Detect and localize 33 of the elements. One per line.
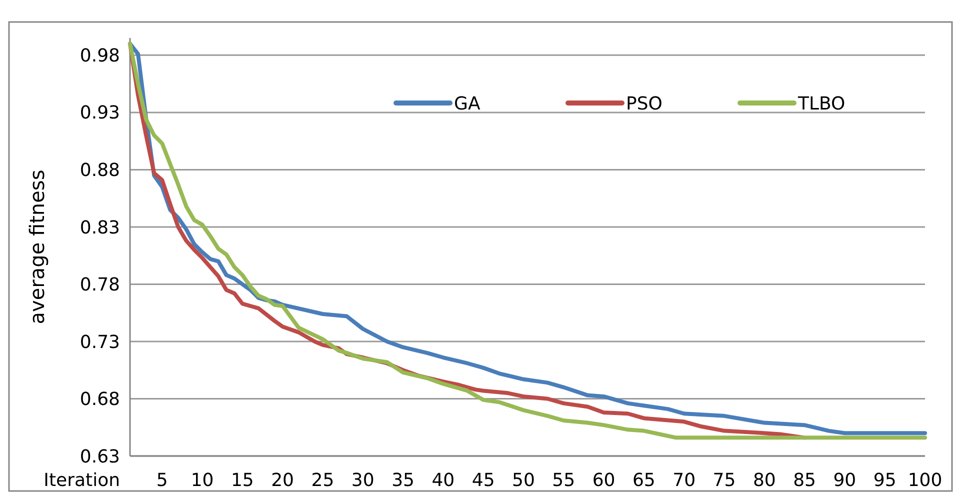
- x-tick-label: 10: [190, 470, 214, 491]
- y-tick-label: 0.93: [80, 102, 120, 124]
- x-tick-label: 65: [632, 470, 656, 491]
- y-axis-title: average fitness: [25, 170, 49, 324]
- y-tick-label: 0.98: [80, 45, 120, 66]
- y-tick-label: 0.68: [80, 389, 120, 410]
- x-tick-label: 5: [156, 470, 168, 491]
- legend-label: GA: [454, 93, 481, 114]
- x-tick-label: 90: [833, 470, 856, 491]
- legend-label: TLBO: [797, 93, 846, 114]
- x-tick-label: 55: [552, 470, 576, 491]
- x-tick-label: 15: [230, 470, 254, 491]
- x-tick-label: 50: [512, 470, 535, 491]
- y-tick-label: 0.78: [80, 274, 120, 296]
- y-tick-label: 0.73: [80, 332, 120, 353]
- x-tick-label: 75: [712, 470, 736, 491]
- x-tick-label: 25: [311, 470, 334, 491]
- x-tick-label: 40: [432, 470, 455, 491]
- y-tick-label: 0.83: [80, 217, 120, 238]
- x-tick-label: 60: [592, 470, 616, 491]
- legend-label: PSO: [626, 93, 662, 114]
- x-tick-label: 95: [873, 470, 896, 491]
- y-tick-label: 0.63: [80, 446, 120, 468]
- x-tick-label: 100: [908, 470, 942, 491]
- x-tick-label: 45: [472, 470, 495, 491]
- x-tick-label: 70: [672, 470, 696, 491]
- x-axis-title: Iteration: [44, 470, 120, 491]
- x-tick-label: 30: [351, 470, 374, 491]
- x-tick-label: 80: [752, 470, 776, 491]
- x-tick-label: 20: [271, 470, 294, 491]
- x-tick-label: 85: [793, 470, 816, 491]
- x-tick-label: 35: [392, 470, 414, 491]
- y-tick-label: 0.88: [80, 160, 120, 181]
